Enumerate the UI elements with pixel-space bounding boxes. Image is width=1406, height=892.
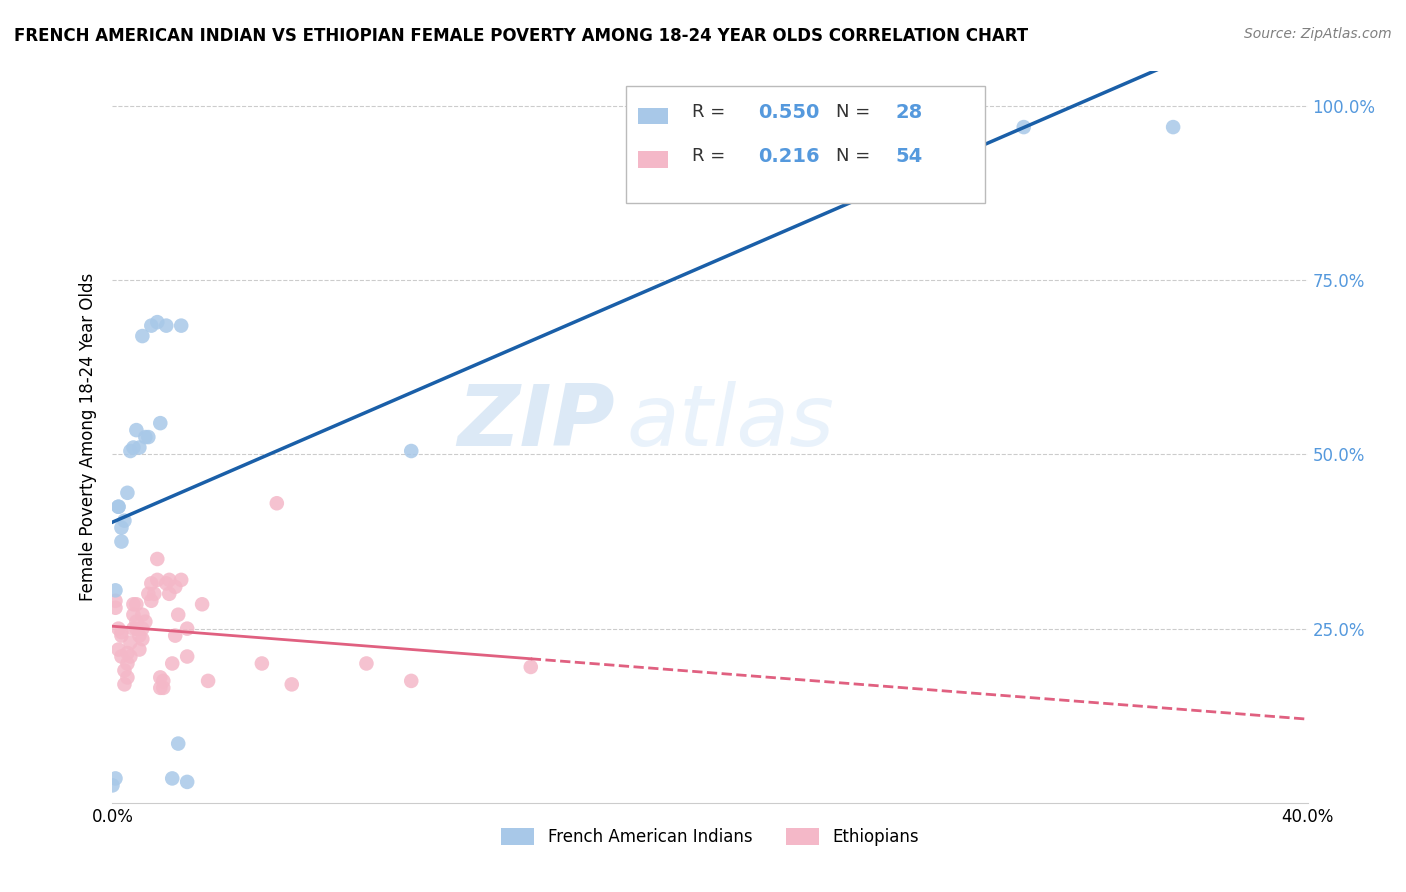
FancyBboxPatch shape	[638, 152, 668, 168]
Point	[165, 580, 187, 594]
Point	[149, 670, 172, 684]
Point	[125, 423, 148, 437]
Point	[122, 622, 145, 636]
Text: N =: N =	[835, 147, 876, 165]
Point	[152, 673, 174, 688]
Point	[117, 646, 139, 660]
Text: Source: ZipAtlas.com: Source: ZipAtlas.com	[1244, 27, 1392, 41]
Point	[131, 622, 153, 636]
Text: FRENCH AMERICAN INDIAN VS ETHIOPIAN FEMALE POVERTY AMONG 18-24 YEAR OLDS CORRELA: FRENCH AMERICAN INDIAN VS ETHIOPIAN FEMA…	[14, 27, 1028, 45]
Point	[104, 600, 127, 615]
Point	[114, 664, 135, 678]
Point	[162, 772, 183, 786]
Point	[125, 622, 148, 636]
Point	[134, 430, 156, 444]
Y-axis label: Female Poverty Among 18-24 Year Olds: Female Poverty Among 18-24 Year Olds	[79, 273, 97, 601]
Point	[110, 534, 132, 549]
Point	[146, 552, 169, 566]
Point	[110, 629, 132, 643]
Point	[520, 660, 543, 674]
Point	[110, 625, 132, 640]
Point	[152, 681, 174, 695]
Text: 54: 54	[896, 146, 922, 166]
Point	[170, 573, 193, 587]
Text: 0.550: 0.550	[758, 103, 820, 122]
Text: R =: R =	[692, 103, 731, 121]
Point	[131, 329, 153, 343]
Point	[117, 657, 139, 671]
Text: 0.216: 0.216	[758, 146, 820, 166]
Point	[176, 622, 198, 636]
Point	[165, 629, 187, 643]
Point	[104, 583, 127, 598]
Point	[401, 444, 423, 458]
Point	[117, 485, 139, 500]
Point	[114, 514, 135, 528]
Point	[128, 629, 150, 643]
Point	[128, 441, 150, 455]
Point	[281, 677, 304, 691]
Point	[176, 649, 198, 664]
Point	[1012, 120, 1035, 134]
Point	[146, 315, 169, 329]
Point	[143, 587, 166, 601]
Point	[141, 576, 163, 591]
Point	[101, 778, 124, 792]
Point	[107, 500, 129, 514]
Point	[149, 416, 172, 430]
Point	[149, 681, 172, 695]
Point	[125, 597, 148, 611]
Point	[266, 496, 288, 510]
Point	[110, 521, 132, 535]
Point	[157, 587, 180, 601]
Point	[104, 594, 127, 608]
Point	[107, 500, 129, 514]
Point	[122, 597, 145, 611]
Point	[250, 657, 273, 671]
Text: 28: 28	[896, 103, 922, 122]
Point	[107, 642, 129, 657]
Point	[356, 657, 378, 671]
Point	[141, 594, 163, 608]
Point	[141, 318, 163, 333]
Point	[120, 649, 142, 664]
Point	[176, 775, 198, 789]
Point	[120, 444, 142, 458]
Point	[114, 677, 135, 691]
Text: R =: R =	[692, 147, 731, 165]
Point	[125, 615, 148, 629]
FancyBboxPatch shape	[627, 86, 986, 203]
Point	[122, 441, 145, 455]
Point	[167, 737, 190, 751]
FancyBboxPatch shape	[638, 108, 668, 124]
Legend: French American Indians, Ethiopians: French American Indians, Ethiopians	[495, 822, 925, 853]
Point	[170, 318, 193, 333]
Point	[122, 607, 145, 622]
Point	[128, 642, 150, 657]
Text: ZIP: ZIP	[457, 381, 614, 464]
Point	[104, 772, 127, 786]
Point	[131, 632, 153, 646]
Point	[117, 670, 139, 684]
Point	[1161, 120, 1184, 134]
Point	[138, 587, 160, 601]
Point	[120, 635, 142, 649]
Point	[162, 657, 183, 671]
Point	[157, 573, 180, 587]
Point	[167, 607, 190, 622]
Point	[107, 622, 129, 636]
Point	[131, 607, 153, 622]
Point	[110, 649, 132, 664]
Text: atlas: atlas	[627, 381, 834, 464]
Point	[197, 673, 219, 688]
Point	[191, 597, 214, 611]
Point	[155, 576, 177, 591]
Point	[401, 673, 423, 688]
Point	[138, 430, 160, 444]
Point	[640, 123, 662, 137]
Text: N =: N =	[835, 103, 876, 121]
Point	[155, 318, 177, 333]
Point	[146, 573, 169, 587]
Point	[134, 615, 156, 629]
